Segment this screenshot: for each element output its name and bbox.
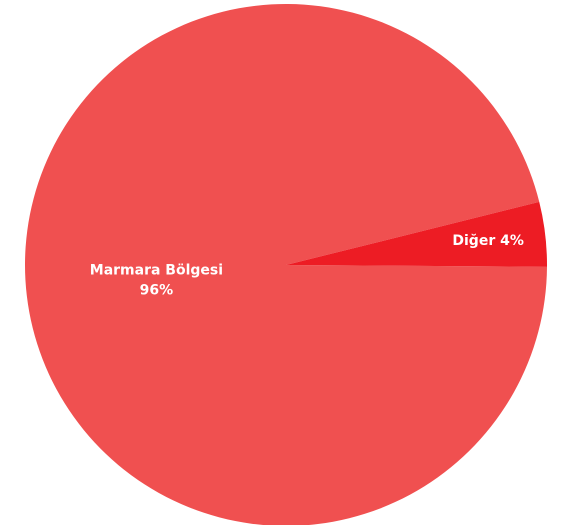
slice-name: Diğer (452, 233, 495, 249)
slice-name: Marmara Bölgesi (90, 262, 223, 278)
pie-slice (286, 201, 548, 267)
slice-value: 96% (140, 282, 174, 298)
slice-label: Diğer 4% (452, 233, 524, 249)
slice-value: 4% (500, 233, 524, 249)
pie-slice (25, 4, 547, 525)
